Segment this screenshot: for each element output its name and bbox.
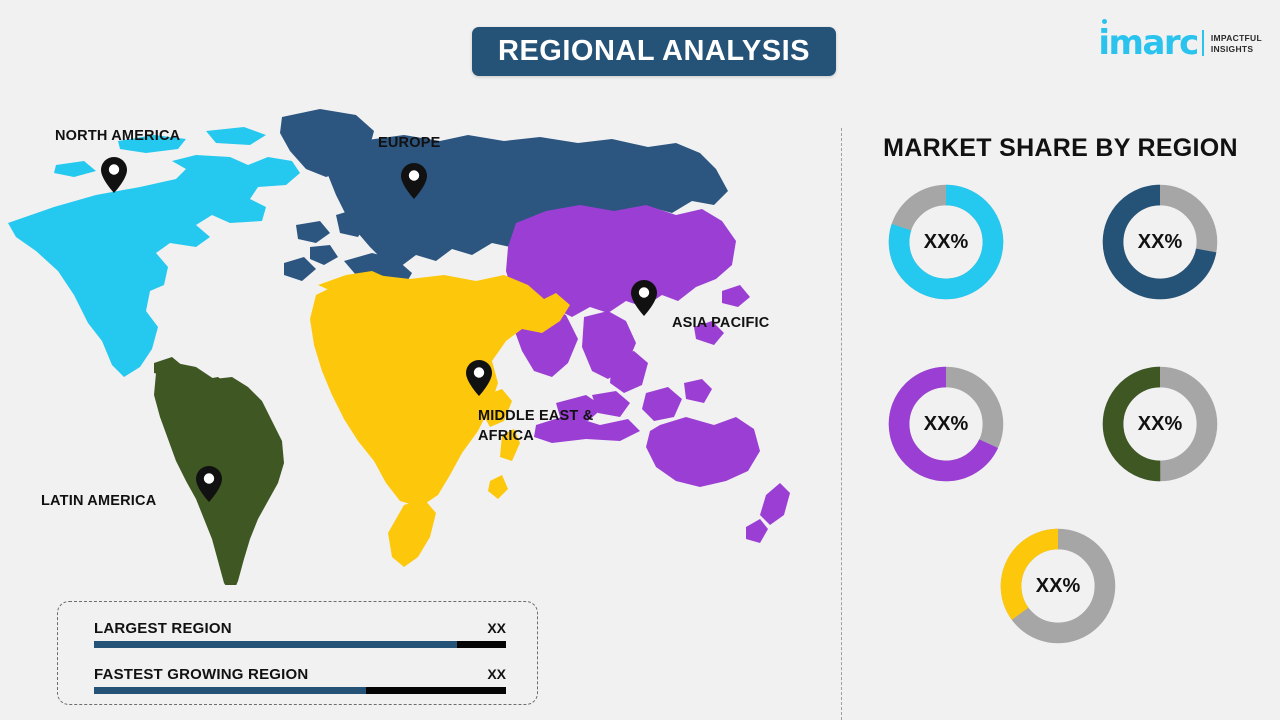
legend-value: XX xyxy=(487,666,506,682)
map-region-greenland xyxy=(280,109,374,177)
map-pin-latin-america-icon[interactable] xyxy=(196,466,222,502)
logo-tagline-line1: IMPACTFUL xyxy=(1210,33,1262,43)
donut-chart-north-america: XX% xyxy=(884,180,1008,304)
page-title: REGIONAL ANALYSIS xyxy=(498,35,810,67)
map-pin-asia-pacific-icon[interactable] xyxy=(631,280,657,316)
legend-bar-track xyxy=(94,687,506,694)
map-label-asia-pacific: ASIA PACIFIC xyxy=(672,315,770,331)
donut-value-label: XX% xyxy=(923,230,969,253)
legend-row-largest-region: LARGEST REGION XX xyxy=(94,620,506,648)
legend-bar-fill xyxy=(94,687,366,694)
donut-value-label: XX% xyxy=(1137,230,1183,253)
legend-value: XX xyxy=(487,620,506,636)
map-region-middle-east-africa xyxy=(310,271,570,567)
logo-divider-bar xyxy=(1201,30,1204,56)
map-pin-north-america-icon[interactable] xyxy=(101,157,127,193)
donut-chart-middle-east-africa: XX% xyxy=(996,524,1120,648)
legend-label: FASTEST GROWING REGION xyxy=(94,666,309,683)
logo-dot-icon xyxy=(1102,19,1108,24)
logo-text: imarc xyxy=(1098,23,1199,63)
legend-box: LARGEST REGION XX FASTEST GROWING REGION… xyxy=(57,601,538,705)
donut-chart-asia-pacific: XX% xyxy=(884,362,1008,486)
donut-chart-europe: XX% xyxy=(1098,180,1222,304)
donut-value-label: XX% xyxy=(1137,412,1183,435)
map-pin-middle-east-africa-icon[interactable] xyxy=(466,360,492,396)
brand-logo: imarc IMPACTFUL INSIGHTS xyxy=(1098,19,1262,60)
donut-value-label: XX% xyxy=(1035,574,1081,597)
legend-label: LARGEST REGION xyxy=(94,620,232,637)
donut-chart-latin-america: XX% xyxy=(1098,362,1222,486)
logo-wordmark: imarc xyxy=(1098,19,1199,60)
legend-row-fastest-growing-region: FASTEST GROWING REGION XX xyxy=(94,666,506,694)
donut-value-label: XX% xyxy=(923,412,969,435)
page-title-banner: REGIONAL ANALYSIS xyxy=(472,27,836,76)
legend-bar-fill xyxy=(94,641,457,648)
map-pin-europe-icon[interactable] xyxy=(401,163,427,199)
panel-divider xyxy=(841,128,842,720)
map-label-middle-east-africa: MIDDLE EAST & AFRICA xyxy=(478,408,594,444)
map-label-north-america: NORTH AMERICA xyxy=(55,128,181,144)
map-label-latin-america: LATIN AMERICA xyxy=(41,493,157,509)
map-region-asia-pacific xyxy=(506,205,790,543)
legend-bar-track xyxy=(94,641,506,648)
map-label-europe: EUROPE xyxy=(378,135,441,151)
world-map xyxy=(0,95,820,585)
market-share-title: MARKET SHARE BY REGION xyxy=(883,134,1238,162)
logo-tagline: IMPACTFUL INSIGHTS xyxy=(1211,33,1262,58)
logo-tagline-line2: INSIGHTS xyxy=(1210,44,1254,54)
